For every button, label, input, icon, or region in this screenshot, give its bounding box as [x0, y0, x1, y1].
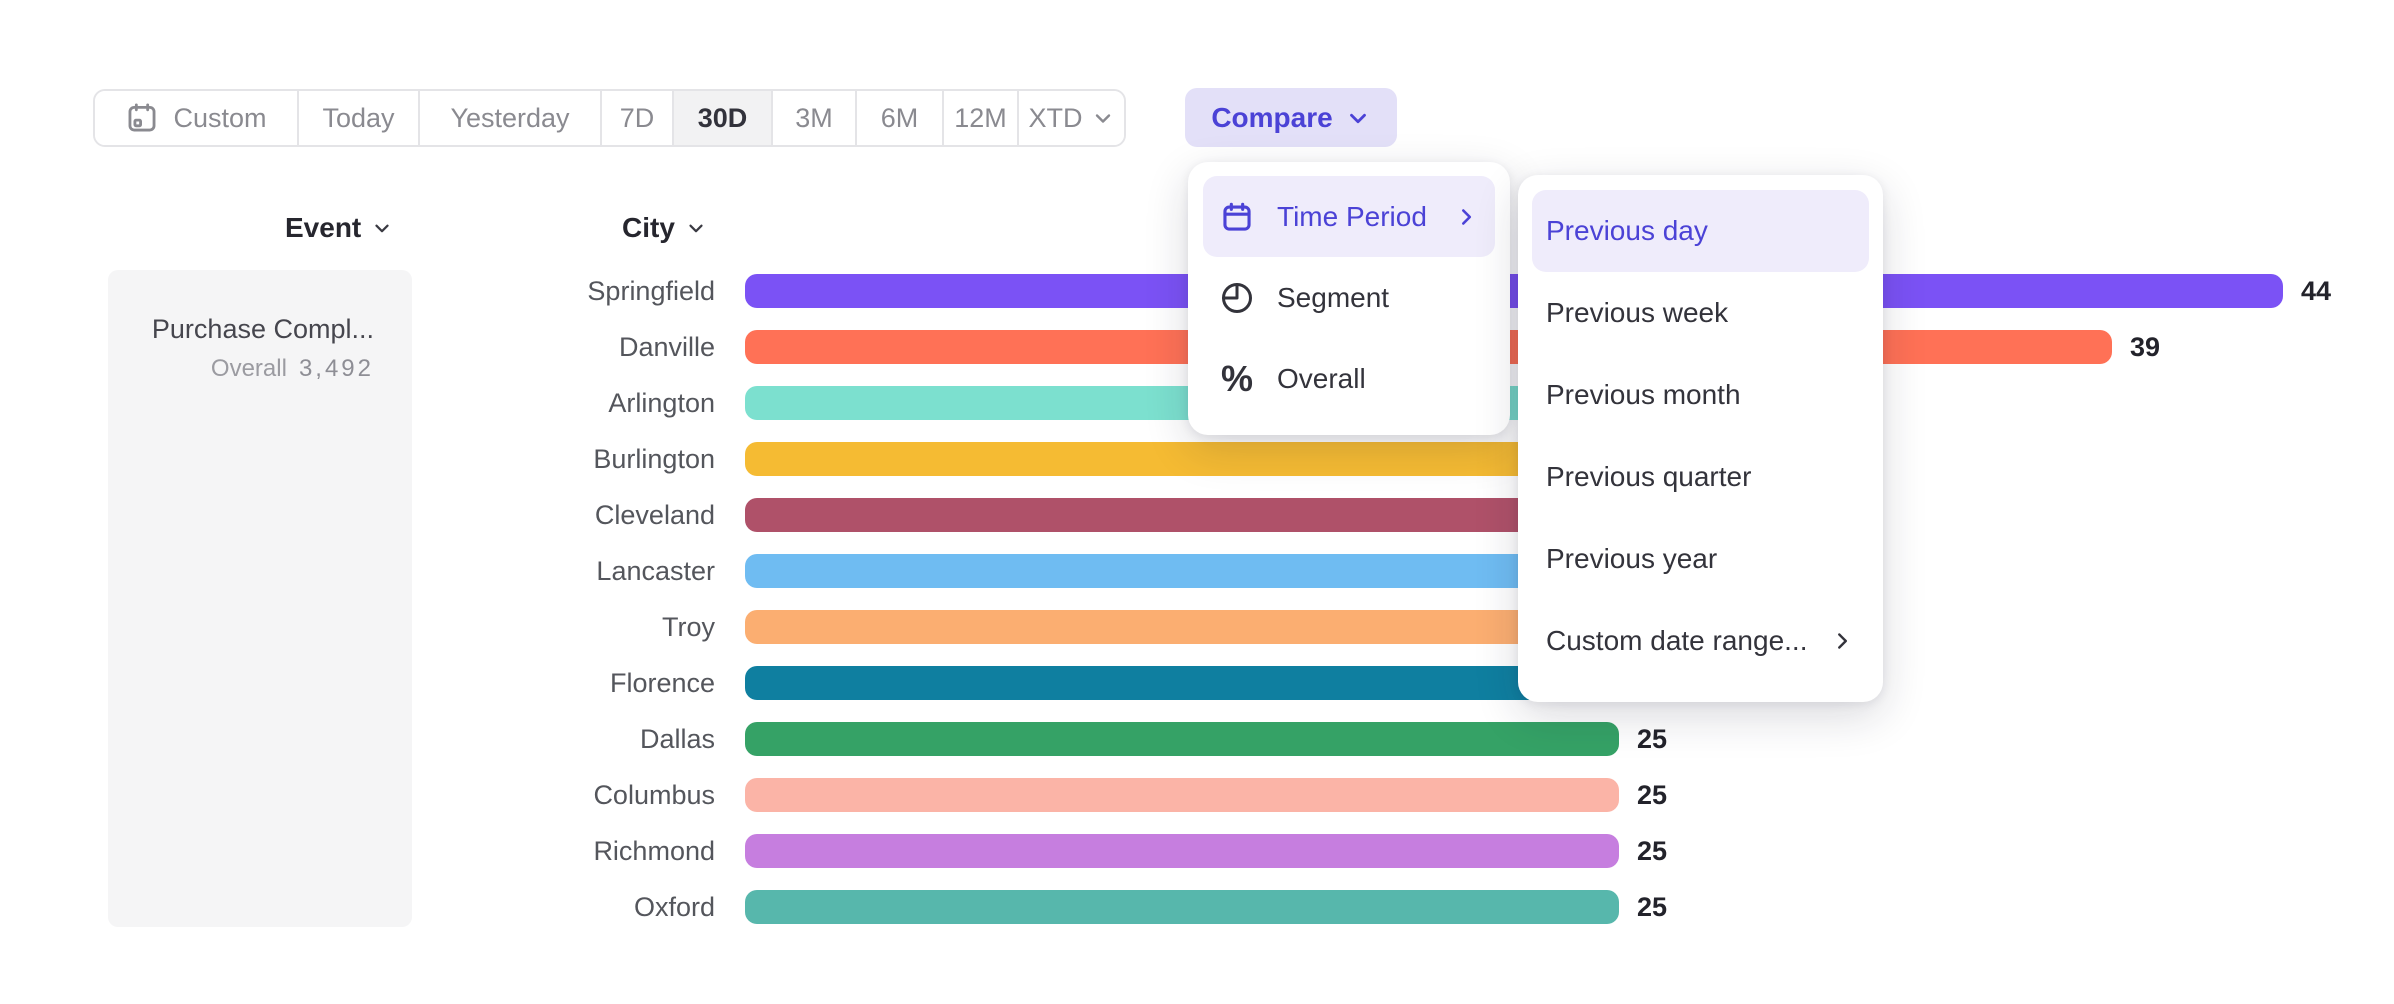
bar-value: 25 — [1637, 891, 1668, 922]
chevron-right-icon — [1829, 628, 1855, 654]
city-label[interactable]: Richmond — [593, 835, 715, 866]
chevron-down-icon — [1091, 106, 1115, 130]
range-button-12m[interactable]: 12M — [944, 91, 1019, 145]
menu-item-overall[interactable]: % Overall — [1203, 338, 1495, 419]
event-header-label: Event — [285, 212, 362, 243]
calendar-icon — [1219, 200, 1255, 234]
chevron-down-icon — [1345, 105, 1371, 131]
date-range-toolbar: Custom Today Yesterday 7D 30D 3M 6M 12M … — [93, 89, 1126, 147]
chart-row: Florence — [380, 655, 2394, 711]
range-button-label: 30D — [697, 102, 748, 133]
chart-row: Lancaster — [380, 543, 2394, 599]
city-label[interactable]: Lancaster — [596, 555, 715, 586]
bar-columbus[interactable] — [745, 778, 1619, 812]
chart-row: Columbus 25 — [380, 767, 2394, 823]
event-stat-value: 3,492 — [298, 355, 374, 383]
percent-icon: % — [1220, 357, 1253, 399]
bar-florence[interactable] — [745, 666, 1660, 700]
event-stat-label: Overall — [210, 355, 287, 383]
bar-value: 25 — [1637, 779, 1668, 810]
city-header-label: City — [622, 212, 675, 243]
chevron-down-icon — [371, 217, 393, 239]
calendar-icon — [125, 101, 159, 135]
submenu-item-label: Custom date range... — [1546, 625, 1808, 656]
range-button-label: 6M — [880, 102, 919, 133]
chart-row: Cleveland — [380, 487, 2394, 543]
chevron-down-icon — [685, 217, 707, 239]
city-label[interactable]: Arlington — [608, 387, 715, 418]
range-button-xtd[interactable]: XTD — [1019, 91, 1124, 145]
submenu-item-label: Previous quarter — [1546, 461, 1752, 492]
menu-item-label: Time Period — [1277, 200, 1427, 232]
city-label[interactable]: Springfield — [587, 275, 715, 306]
range-button-label: 7D — [619, 102, 655, 133]
submenu-item-previous-day[interactable]: Previous day — [1532, 190, 1869, 272]
menu-item-segment[interactable]: Segment — [1203, 257, 1495, 338]
range-button-6m[interactable]: 6M — [857, 91, 944, 145]
range-button-label: 12M — [954, 102, 1007, 133]
time-period-submenu: Previous day Previous week Previous mont… — [1518, 175, 1883, 702]
city-label[interactable]: Troy — [662, 611, 715, 642]
range-button-label: Custom — [173, 102, 267, 133]
submenu-item-label: Previous day — [1546, 215, 1708, 246]
chart-row: Troy — [380, 599, 2394, 655]
submenu-item-previous-quarter[interactable]: Previous quarter — [1532, 436, 1869, 518]
city-label[interactable]: Dallas — [639, 723, 715, 754]
menu-item-label: Segment — [1277, 281, 1390, 313]
chart-row: Burlington — [380, 431, 2394, 487]
chart-row: Richmond 25 — [380, 823, 2394, 879]
range-button-label: 3M — [795, 102, 833, 133]
chart-row: Dallas 25 — [380, 711, 2394, 767]
event-name: Purchase Compl... — [151, 314, 374, 344]
city-label[interactable]: Cleveland — [594, 499, 715, 530]
bar-dallas[interactable] — [745, 722, 1619, 756]
event-column-header[interactable]: Event — [285, 210, 393, 246]
bar-value: 25 — [1637, 835, 1668, 866]
range-button-label: XTD — [1028, 102, 1083, 133]
submenu-item-label: Previous week — [1546, 297, 1729, 328]
bar-value: 44 — [2301, 275, 2332, 306]
bar-value: 39 — [2130, 331, 2161, 362]
bar-richmond[interactable] — [745, 834, 1619, 868]
menu-item-label: Overall — [1277, 362, 1366, 394]
menu-item-time-period[interactable]: Time Period — [1203, 176, 1495, 257]
city-column-header[interactable]: City — [622, 210, 707, 246]
bar-springfield[interactable] — [745, 274, 2283, 308]
range-button-label: Today — [322, 102, 395, 133]
submenu-item-label: Previous year — [1546, 543, 1718, 574]
compare-button-label: Compare — [1211, 101, 1333, 133]
range-button-yesterday[interactable]: Yesterday — [420, 91, 602, 145]
range-button-custom[interactable]: Custom — [95, 91, 299, 145]
range-button-label: Yesterday — [450, 102, 570, 133]
range-button-3m[interactable]: 3M — [773, 91, 857, 145]
compare-button[interactable]: Compare — [1185, 88, 1397, 147]
event-stat: Overall 3,492 — [128, 355, 374, 383]
segment-icon — [1219, 280, 1255, 316]
range-button-30d[interactable]: 30D — [674, 91, 773, 145]
submenu-item-previous-year[interactable]: Previous year — [1532, 518, 1869, 600]
bar-oxford[interactable] — [745, 890, 1619, 924]
chevron-right-icon — [1453, 204, 1479, 230]
submenu-item-previous-week[interactable]: Previous week — [1532, 272, 1869, 354]
submenu-item-previous-month[interactable]: Previous month — [1532, 354, 1869, 436]
chart-row: Springfield 44 — [380, 263, 2394, 319]
event-card[interactable]: Purchase Compl... Overall 3,492 — [108, 270, 412, 927]
city-label[interactable]: Columbus — [593, 779, 715, 810]
compare-menu: Time Period Segment % Overall — [1188, 162, 1510, 435]
city-label[interactable]: Danville — [618, 331, 715, 362]
city-label[interactable]: Burlington — [593, 443, 715, 474]
range-button-7d[interactable]: 7D — [602, 91, 674, 145]
submenu-item-custom-date-range[interactable]: Custom date range... — [1532, 600, 1869, 682]
city-label[interactable]: Florence — [609, 667, 715, 698]
bar-value: 25 — [1637, 723, 1668, 754]
chart-row: Oxford 25 — [380, 879, 2394, 935]
range-button-today[interactable]: Today — [299, 91, 420, 145]
submenu-item-label: Previous month — [1546, 379, 1741, 410]
city-label[interactable]: Oxford — [633, 891, 715, 922]
